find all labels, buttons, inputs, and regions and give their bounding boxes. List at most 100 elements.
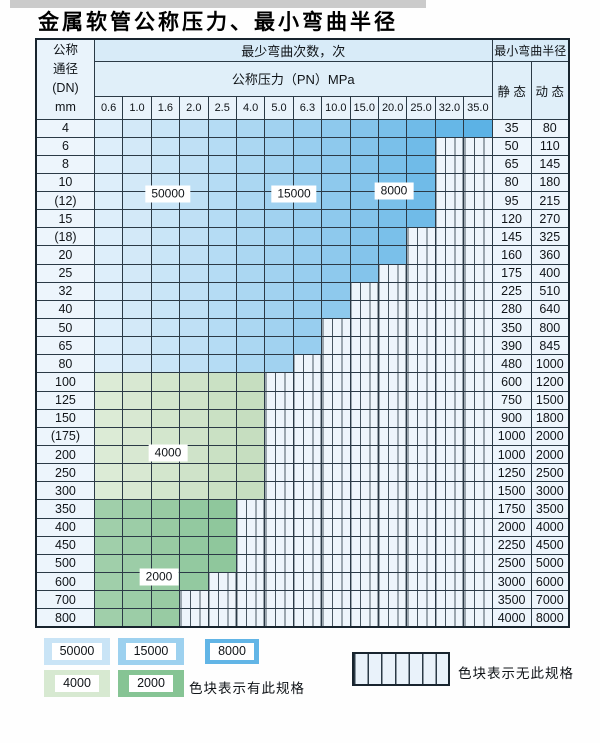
no-spec-cell-6.3 xyxy=(292,572,323,592)
spec-cell-2.0 xyxy=(179,299,209,320)
no-spec-cell-2.0 xyxy=(179,608,209,628)
no-spec-cell-15.0 xyxy=(349,372,379,392)
no-spec-cell-6.3 xyxy=(292,517,323,537)
dynamic-radius-cell: 400 xyxy=(530,263,570,283)
dynamic-radius-cell: 1500 xyxy=(530,390,570,410)
no-spec-cell-25.0 xyxy=(406,281,436,301)
spec-cell-1.0 xyxy=(122,318,152,338)
dynamic-radius-cell: 5000 xyxy=(530,553,570,574)
spec-cell-2.0 xyxy=(179,118,209,138)
table-row-dn-150: 150 900 1800 xyxy=(35,408,570,428)
no-spec-cell-20.0 xyxy=(377,535,408,555)
no-spec-cell-35.0 xyxy=(463,209,493,229)
no-spec-cell-10.0 xyxy=(321,354,351,374)
spec-cell-2.5 xyxy=(207,553,237,574)
no-spec-cell-6.3 xyxy=(292,408,323,428)
spec-cell-0.6 xyxy=(93,281,124,301)
no-spec-cell-32.0 xyxy=(434,154,465,174)
spec-cell-20.0 xyxy=(377,118,408,138)
pressure-column-header-1.0: 1.0 xyxy=(122,95,152,120)
spec-cell-2.0 xyxy=(179,408,209,428)
no-spec-cell-10.0 xyxy=(321,572,351,592)
spec-cell-1.0 xyxy=(122,263,152,283)
spec-cell-0.6 xyxy=(93,481,124,501)
no-spec-cell-32.0 xyxy=(434,608,465,628)
dn-cell: 100 xyxy=(35,372,95,392)
no-spec-cell-20.0 xyxy=(377,608,408,628)
dynamic-radius-cell: 2000 xyxy=(530,426,570,447)
spec-cell-1.6 xyxy=(150,499,181,519)
dynamic-radius-cell: 2000 xyxy=(530,445,570,465)
no-spec-cell-6.3 xyxy=(292,499,323,519)
spec-cell-0.6 xyxy=(93,572,124,592)
spec-cell-6.3 xyxy=(292,263,323,283)
dn-cell: 80 xyxy=(35,354,95,374)
static-radius-cell: 3000 xyxy=(491,572,532,592)
no-spec-cell-32.0 xyxy=(434,481,465,501)
spec-cell-1.0 xyxy=(122,154,152,174)
spec-cell-6.3 xyxy=(292,299,323,320)
spec-cell-0.6 xyxy=(93,590,124,610)
spec-cell-2.5 xyxy=(207,209,237,229)
spec-cell-1.6 xyxy=(150,299,181,320)
no-spec-cell-32.0 xyxy=(434,426,465,447)
spec-cell-0.6 xyxy=(93,372,124,392)
spec-cell-4.0 xyxy=(235,463,266,483)
count-label-50000: 50000 xyxy=(145,185,191,203)
dynamic-radius-cell: 80 xyxy=(530,118,570,138)
spec-cell-0.6 xyxy=(93,245,124,265)
spec-cell-1.6 xyxy=(150,535,181,555)
legend-has-spec-text: 色块表示有此规格 xyxy=(189,681,305,696)
count-label-15000: 15000 xyxy=(271,185,317,203)
pressure-column-header-0.6: 0.6 xyxy=(93,95,124,120)
dynamic-radius-cell: 800 xyxy=(530,318,570,338)
static-radius-cell: 750 xyxy=(491,390,532,410)
no-spec-cell-32.0 xyxy=(434,191,465,211)
spec-cell-2.5 xyxy=(207,172,237,193)
pressure-column-header-25.0: 25.0 xyxy=(406,95,436,120)
no-spec-cell-35.0 xyxy=(463,172,493,193)
no-spec-cell-25.0 xyxy=(406,299,436,320)
no-spec-cell-5.0 xyxy=(264,572,294,592)
table-row-dn-125: 125 750 1500 xyxy=(35,390,570,410)
legend-no-spec-swatch xyxy=(352,652,450,686)
spec-cell-15.0 xyxy=(349,227,379,247)
no-spec-cell-5.0 xyxy=(264,372,294,392)
no-spec-cell-10.0 xyxy=(321,553,351,574)
spec-cell-2.0 xyxy=(179,535,209,555)
spec-cell-6.3 xyxy=(292,318,323,338)
pressure-column-header-1.6: 1.6 xyxy=(150,95,181,120)
static-radius-cell: 2500 xyxy=(491,553,532,574)
spec-cell-4.0 xyxy=(235,136,266,156)
no-spec-cell-6.3 xyxy=(292,608,323,628)
table-row-dn-40: 40 280 640 xyxy=(35,299,570,320)
no-spec-cell-4.0 xyxy=(235,499,266,519)
spec-cell-0.6 xyxy=(93,517,124,537)
spec-cell-25.0 xyxy=(406,154,436,174)
spec-cell-4.0 xyxy=(235,172,266,193)
spec-cell-15.0 xyxy=(349,136,379,156)
scan-artifact-bar xyxy=(10,0,426,8)
spec-cell-2.5 xyxy=(207,299,237,320)
table-row-dn-32: 32 225 510 xyxy=(35,281,570,301)
spec-cell-4.0 xyxy=(235,390,266,410)
dynamic-radius-cell: 145 xyxy=(530,154,570,174)
no-spec-cell-10.0 xyxy=(321,390,351,410)
page-title: 金属软管公称压力、最小弯曲半径 xyxy=(38,10,398,34)
header-min-bend-cycles: 最少弯曲次数，次 xyxy=(93,38,493,62)
spec-cell-10.0 xyxy=(321,191,351,211)
dn-cell: 4 xyxy=(35,118,95,138)
spec-cell-0.6 xyxy=(93,426,124,447)
no-spec-cell-10.0 xyxy=(321,318,351,338)
no-spec-cell-32.0 xyxy=(434,390,465,410)
spec-cell-2.0 xyxy=(179,390,209,410)
spec-cell-5.0 xyxy=(264,318,294,338)
no-spec-cell-10.0 xyxy=(321,445,351,465)
spec-cell-10.0 xyxy=(321,209,351,229)
spec-cell-0.6 xyxy=(93,136,124,156)
dn-cell: (12) xyxy=(35,191,95,211)
no-spec-cell-35.0 xyxy=(463,499,493,519)
table-row-dn-400: 400 2000 4000 xyxy=(35,517,570,537)
spec-cell-1.6 xyxy=(150,154,181,174)
spec-cell-1.6 xyxy=(150,408,181,428)
